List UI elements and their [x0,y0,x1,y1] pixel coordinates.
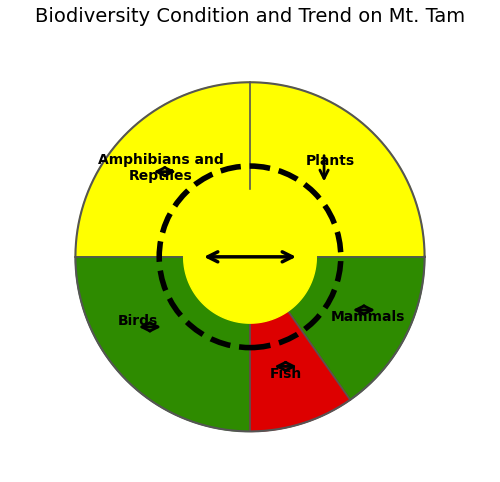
Text: Amphibians and
Reptiles: Amphibians and Reptiles [98,153,224,183]
Text: Fish: Fish [270,367,302,381]
Polygon shape [76,257,250,431]
Text: Mammals: Mammals [331,310,406,324]
Polygon shape [76,82,250,257]
Polygon shape [250,82,424,257]
Polygon shape [250,257,424,400]
Text: Birds: Birds [118,314,158,328]
Polygon shape [250,257,350,431]
Text: Plants: Plants [306,154,356,168]
Title: Biodiversity Condition and Trend on Mt. Tam: Biodiversity Condition and Trend on Mt. … [35,7,465,26]
Polygon shape [184,190,316,323]
